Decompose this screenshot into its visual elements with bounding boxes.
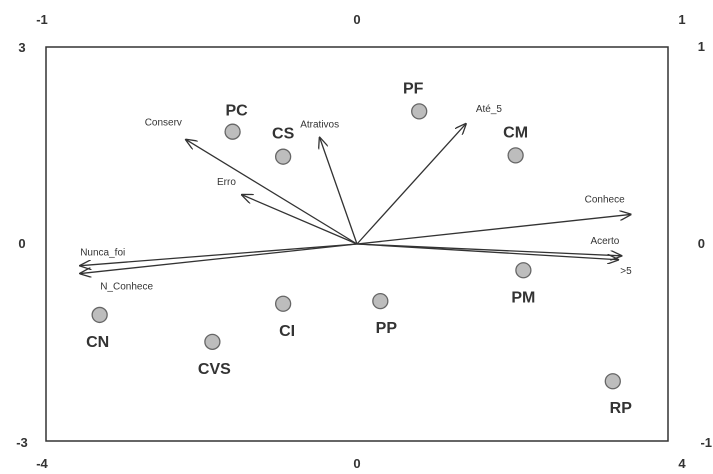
vector-label-erro: Erro [217,177,236,188]
point-cm [507,147,524,164]
point-cs [274,148,292,165]
vector-label-nunca-foi: Nunca_foi [80,248,125,259]
right-tick-bottom: -1 [700,435,712,450]
score-points: PC CS PF CM CN CVS CI PP PM RP [86,80,632,417]
vector-nunca-foi [80,243,358,266]
point-label-cs: CS [272,126,295,143]
top-tick-right: 1 [678,12,685,27]
vector-label-5: >5 [620,266,632,277]
vector-label-atrativos: Atrativos [300,120,339,131]
vector-label-conserv: Conserv [145,118,182,129]
vector-label-conhece: Conhece [585,194,625,205]
point-cvs [204,333,221,350]
bottom-tick-center: 0 [353,456,360,471]
point-label-cn: CN [86,334,109,351]
point-label-ci: CI [279,323,295,340]
right-tick-top: 1 [698,39,705,54]
vector-conhece [356,214,631,245]
vector-n-conhece [80,243,358,274]
vector-at-5 [356,124,466,245]
point-label-cm: CM [503,124,528,141]
left-tick-top: 3 [18,40,25,55]
vector-atrativos [320,138,358,245]
point-pp [372,292,389,310]
axis-ticks: -1 0 1 -4 0 4 3 0 -3 1 0 -1 [16,12,712,471]
point-label-pm: PM [511,289,535,306]
vector-erro [242,195,358,245]
left-tick-center: 0 [18,236,25,251]
bottom-tick-right: 4 [678,456,686,471]
point-cn [91,306,108,324]
bottom-tick-left: -4 [36,456,48,471]
vector-label-at-5: Até_5 [476,104,503,115]
right-tick-center: 0 [698,236,705,251]
loading-vectors: Conserv Atrativos Até_5 Erro Conhece Acerto >5… [80,104,632,293]
top-tick-1-left: -1 [36,12,48,27]
point-label-pc: PC [225,103,248,120]
point-label-rp: RP [610,400,633,417]
left-tick-bottom: -3 [16,435,28,450]
point-pc [224,123,241,140]
point-label-pf: PF [403,80,424,97]
vector-5 [356,243,618,260]
point-ci [274,295,292,312]
plot-frame [45,46,669,442]
point-label-cvs: CVS [198,361,231,378]
top-tick-center: 0 [353,12,360,27]
vector-acerto [356,243,621,256]
point-pf [411,103,428,120]
point-label-pp: PP [376,320,398,337]
vector-conserv [186,140,358,245]
vector-label-n-conhece: N_Conhece [100,282,153,293]
vector-label-acerto: Acerto [590,236,619,247]
point-rp [604,373,621,390]
point-pm [515,262,532,279]
